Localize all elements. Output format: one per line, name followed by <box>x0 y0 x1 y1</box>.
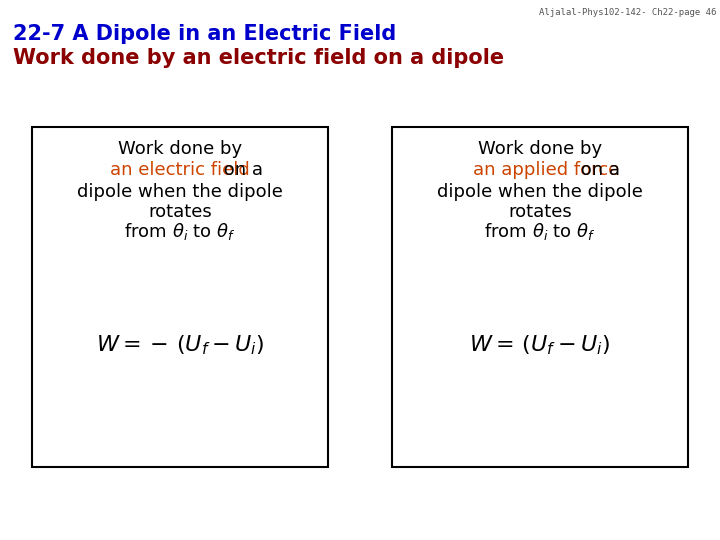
Bar <box>32 127 328 467</box>
Text: Work done by: Work done by <box>478 139 602 158</box>
Text: from $\theta_i$ to $\theta_f$: from $\theta_i$ to $\theta_f$ <box>125 221 235 241</box>
Text: from $\theta_i$ to $\theta_f$: from $\theta_i$ to $\theta_f$ <box>485 221 595 241</box>
Text: an electric field: an electric field <box>110 161 250 179</box>
Text: dipole when the dipole: dipole when the dipole <box>437 183 643 201</box>
Text: $W = - \,(U_f - U_i)$: $W = - \,(U_f - U_i)$ <box>96 334 264 357</box>
Text: rotates: rotates <box>148 202 212 221</box>
Text: on a: on a <box>218 161 263 179</box>
Text: 22-7 A Dipole in an Electric Field: 22-7 A Dipole in an Electric Field <box>13 24 396 44</box>
Text: $W = \,(U_f - U_i)$: $W = \,(U_f - U_i)$ <box>469 334 611 357</box>
Text: Work done by: Work done by <box>118 139 242 158</box>
Text: dipole when the dipole: dipole when the dipole <box>77 183 283 201</box>
Text: Work done by an electric field on a dipole: Work done by an electric field on a dipo… <box>13 48 504 68</box>
Text: Aljalal-Phys102-142- Ch22-page 46: Aljalal-Phys102-142- Ch22-page 46 <box>539 8 716 17</box>
Text: an applied force: an applied force <box>474 161 620 179</box>
Text: on a: on a <box>575 161 620 179</box>
Bar <box>392 127 688 467</box>
Text: rotates: rotates <box>508 202 572 221</box>
